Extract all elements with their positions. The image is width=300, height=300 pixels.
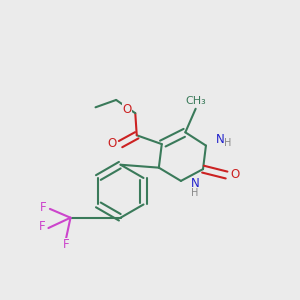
Text: N: N [216, 133, 224, 146]
Text: F: F [39, 220, 45, 233]
Text: CH₃: CH₃ [185, 95, 206, 106]
Text: H: H [224, 138, 232, 148]
Text: F: F [40, 201, 47, 214]
Text: O: O [122, 103, 132, 116]
Text: N: N [191, 177, 200, 190]
Text: F: F [63, 238, 69, 251]
Text: O: O [108, 137, 117, 150]
Text: O: O [230, 168, 239, 181]
Text: H: H [191, 188, 199, 198]
